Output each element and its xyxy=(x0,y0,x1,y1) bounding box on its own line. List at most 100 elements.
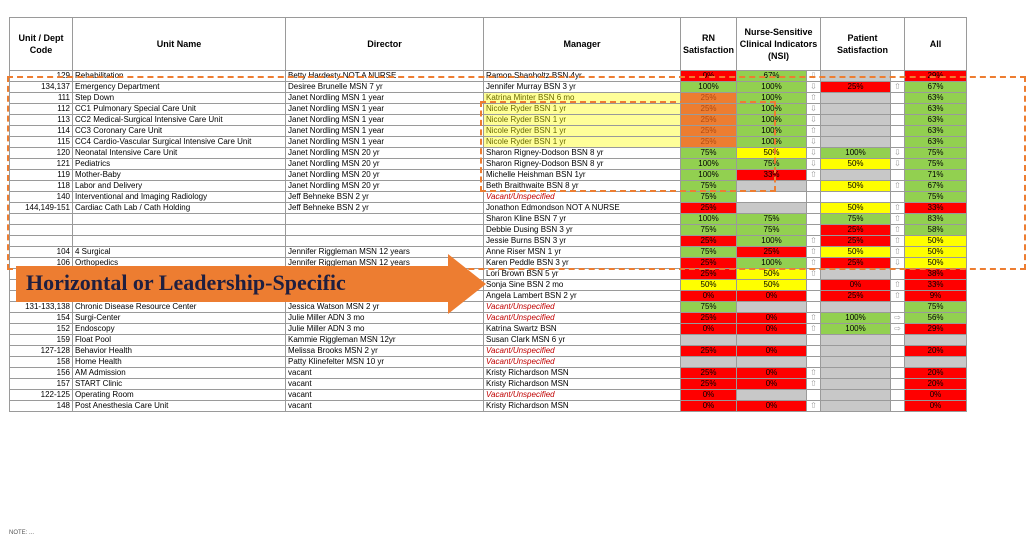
unit-name xyxy=(72,235,286,247)
patient-satisfaction-cell xyxy=(820,367,892,379)
unit-code: 127-128 xyxy=(9,345,73,357)
rn-satisfaction-cell: 0% xyxy=(679,400,738,412)
manager-name: Nicole Ryder BSN 1 yr xyxy=(483,103,681,115)
unit-code xyxy=(9,213,73,225)
unit-name: Labor and Delivery xyxy=(72,180,286,192)
table-row: 156 AM Admission vacant Kristy Richardson M… xyxy=(9,367,968,379)
nsi-cell: 0% xyxy=(736,290,808,302)
patient-trend-cell xyxy=(890,378,906,390)
patient-trend-cell xyxy=(890,191,906,203)
manager-name: Kristy Richardson MSN xyxy=(483,367,681,379)
all-score-cell: 71% xyxy=(904,169,968,181)
arrow-down-icon: ⇩ xyxy=(810,159,817,169)
arrow-up-icon: ⇧ xyxy=(810,236,817,246)
patient-satisfaction-cell: 100% xyxy=(820,147,892,159)
footnote: NOTE: ... xyxy=(9,530,35,536)
header-row: Unit / Dept Code Unit Name Director Mana… xyxy=(9,17,968,71)
director-name: Janet Nordling MSN 1 year xyxy=(285,92,484,104)
manager-name: Nicole Ryder BSN 1 yr xyxy=(483,114,681,126)
patient-satisfaction-cell xyxy=(820,114,892,126)
unit-code: 148 xyxy=(9,400,73,412)
all-score-cell: 0% xyxy=(904,400,968,412)
unit-code xyxy=(9,224,73,236)
rn-satisfaction-cell xyxy=(679,356,738,368)
nsi-cell: 100% xyxy=(736,81,808,93)
nsi-cell xyxy=(736,334,808,346)
patient-satisfaction-cell: 25% xyxy=(820,290,892,302)
all-score-cell: 29% xyxy=(904,323,968,335)
patient-trend-cell xyxy=(890,70,906,82)
patient-trend-cell xyxy=(890,103,906,115)
rn-satisfaction-cell: 25% xyxy=(679,103,738,115)
banner-arrow-head xyxy=(448,254,486,314)
manager-name: Lori Brown BSN 5 yr xyxy=(483,268,681,280)
rn-satisfaction-cell: 25% xyxy=(679,268,738,280)
banner-arrow-body xyxy=(16,266,448,302)
table-row: 114 CC3 Coronary Care Unit Janet Nordling … xyxy=(9,125,968,137)
nsi-cell: 50% xyxy=(736,147,808,159)
all-score-cell: 29% xyxy=(904,70,968,82)
nsi-cell: 100% xyxy=(736,114,808,126)
arrow-up-icon: ⇧ xyxy=(894,203,901,213)
leadership-banner: Horizontal or Leadership-Specific xyxy=(16,254,486,314)
unit-name: Endoscopy xyxy=(72,323,286,335)
patient-trend-cell: ⇧ xyxy=(890,235,906,247)
patient-satisfaction-cell: 75% xyxy=(820,213,892,225)
nsi-cell: 100% xyxy=(736,125,808,137)
unit-code: 140 xyxy=(9,191,73,203)
nsi-cell: 50% xyxy=(736,268,808,280)
arrow-down-icon: ⇩ xyxy=(810,104,817,114)
rn-satisfaction-cell xyxy=(679,334,738,346)
nsi-trend-cell xyxy=(806,356,822,368)
all-score-cell: 63% xyxy=(904,136,968,148)
nsi-trend-cell: ⇧ xyxy=(806,378,822,390)
table-row: 115 CC4 Cardio-Vascular Surgical Intensiv… xyxy=(9,136,968,148)
unit-code: 156 xyxy=(9,367,73,379)
nsi-cell: 0% xyxy=(736,400,808,412)
unit-name: Float Pool xyxy=(72,334,286,346)
manager-name: Jessie Burns BSN 3 yr xyxy=(483,235,681,247)
patient-satisfaction-cell: 50% xyxy=(820,180,892,192)
patient-trend-cell: ⇧ xyxy=(890,202,906,214)
table-row: 131-133,138 Chronic Disease Resource Cent… xyxy=(9,301,968,313)
manager-name: Jennifer Murray BSN 3 yr xyxy=(483,81,681,93)
rn-satisfaction-cell: 100% xyxy=(679,213,738,225)
nsi-cell xyxy=(736,389,808,401)
patient-satisfaction-cell xyxy=(820,378,892,390)
nsi-trend-cell: ⇧ xyxy=(806,169,822,181)
director-name: Janet Nordling MSN 1 year xyxy=(285,103,484,115)
header-unit-name: Unit Name xyxy=(72,17,286,71)
patient-trend-cell xyxy=(890,345,906,357)
nsi-trend-cell xyxy=(806,334,822,346)
unit-code: 112 xyxy=(9,103,73,115)
patient-trend-cell: ⇧ xyxy=(890,180,906,192)
table-row: 112 CC1 Pulmonary Special Care Unit Janet … xyxy=(9,103,968,115)
all-score-cell: 75% xyxy=(904,158,968,170)
nsi-trend-cell: ⇩ xyxy=(806,103,822,115)
arrow-up-icon: ⇧ xyxy=(810,324,817,334)
patient-satisfaction-cell xyxy=(820,268,892,280)
unit-name: Step Down xyxy=(72,92,286,104)
arrow-down-icon: ⇩ xyxy=(894,148,901,158)
arrow-up-icon: ⇧ xyxy=(810,269,817,279)
nsi-trend-cell: ⇧ xyxy=(806,257,822,269)
table-row: Sharon Kline BSN 7 yr 100% 75% 75% ⇧ 83% xyxy=(9,213,968,225)
nsi-cell: 33% xyxy=(736,169,808,181)
patient-satisfaction-cell xyxy=(820,191,892,203)
patient-trend-cell: ⇩ xyxy=(890,257,906,269)
arrow-up-icon: ⇧ xyxy=(810,126,817,136)
manager-name: Ramon Shanholtz BSN 4yr xyxy=(483,70,681,82)
arrow-up-icon: ⇧ xyxy=(894,280,901,290)
nsi-cell: 0% xyxy=(736,345,808,357)
table-row: 127-128 Behavior Health Melissa Brooks MSN… xyxy=(9,345,968,357)
table-row: 111 Step Down Janet Nordling MSN 1 year Kat… xyxy=(9,92,968,104)
rn-satisfaction-cell: 100% xyxy=(679,81,738,93)
manager-name: Angela Lambert BSN 2 yr xyxy=(483,290,681,302)
director-name: vacant xyxy=(285,389,484,401)
table-row: 140 Interventional and Imaging Radiology J… xyxy=(9,191,968,203)
unit-name: CC4 Cardio-Vascular Surgical Intensive C… xyxy=(72,136,286,148)
unit-code: 129 xyxy=(9,70,73,82)
director-name: Julie Miller ADN 3 mo xyxy=(285,312,484,324)
rn-satisfaction-cell: 0% xyxy=(679,290,738,302)
rn-satisfaction-cell: 25% xyxy=(679,114,738,126)
